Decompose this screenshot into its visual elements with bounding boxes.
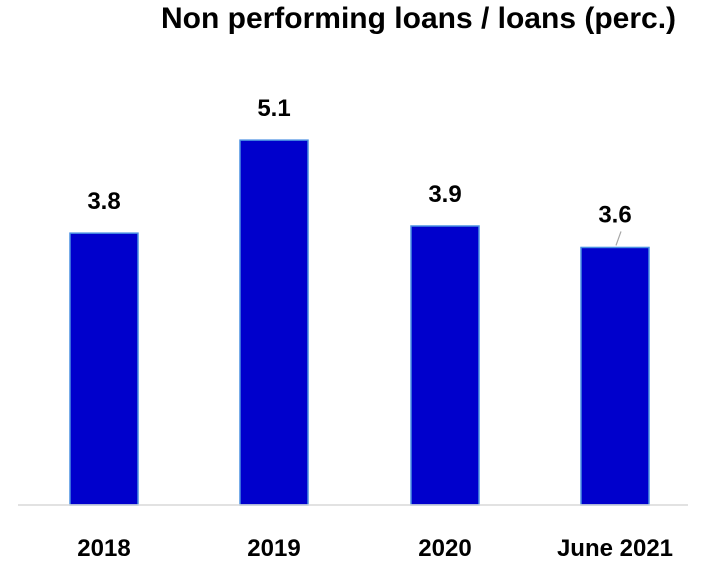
- bar-2019: [239, 139, 309, 506]
- bar-2018: [69, 232, 139, 506]
- data-label: 3.8: [87, 188, 120, 215]
- x-tick-label: 2020: [418, 535, 471, 561]
- bars-layer: [69, 139, 650, 506]
- bar-june-2021: [580, 246, 650, 506]
- data-label: 3.9: [428, 181, 461, 208]
- x-tick-label: 2018: [77, 535, 130, 561]
- data-label: 5.1: [257, 95, 290, 122]
- label-leader-line: [615, 231, 622, 246]
- chart-title: Non performing loans / loans (perc.): [160, 2, 677, 35]
- labels-layer: 3.8 2018 5.1 2019 3.9 2020 3.6 June 2021: [77, 95, 673, 561]
- x-tick-label: June 2021: [557, 535, 673, 561]
- x-tick-label: 2019: [247, 535, 300, 561]
- bar-2020: [410, 225, 480, 506]
- data-label: 3.6: [598, 201, 631, 228]
